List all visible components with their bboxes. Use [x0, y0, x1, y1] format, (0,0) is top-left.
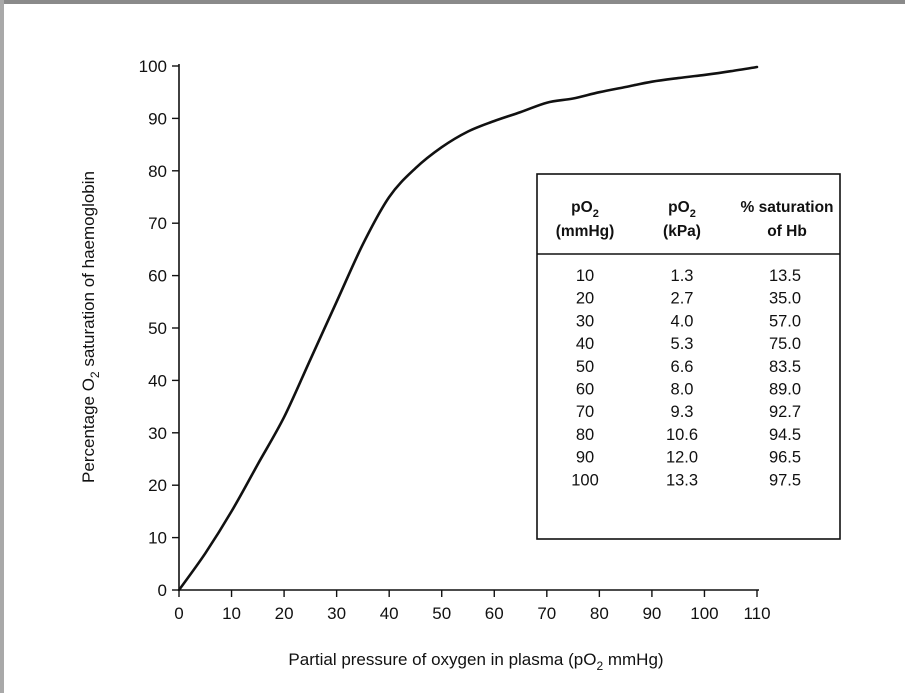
table-cell: 75.0 [769, 335, 801, 353]
table-cell: 57.0 [769, 312, 801, 330]
table-header: % saturation [740, 199, 833, 216]
y-tick-label: 40 [148, 371, 167, 390]
y-tick-label: 30 [148, 424, 167, 443]
table-cell: 20 [576, 290, 594, 308]
x-tick-label: 10 [222, 604, 241, 623]
y-tick-label: 0 [158, 581, 167, 600]
table-header-unit: (kPa) [663, 223, 701, 240]
x-tick-label: 50 [432, 604, 451, 623]
table-cell: 90 [576, 449, 594, 467]
x-tick-label: 20 [275, 604, 294, 623]
table-cell: 60 [576, 381, 594, 399]
table-cell: 10 [576, 267, 594, 285]
table-border [536, 173, 841, 540]
table-cell: 92.7 [769, 403, 801, 421]
y-tick-label: 80 [148, 162, 167, 181]
table-cell: 80 [576, 426, 594, 444]
x-tick-label: 80 [590, 604, 609, 623]
axes [178, 64, 759, 591]
inset-data-table: pO2 (mmHg) pO2 (kPa) % saturation of Hb 10 1.3 1… [536, 173, 841, 540]
table-cell: 97.5 [769, 471, 801, 489]
y-tick-label: 100 [139, 57, 167, 76]
y-tick-label: 50 [148, 319, 167, 338]
x-tick-label: 60 [485, 604, 504, 623]
table-header-unit: of Hb [767, 223, 807, 240]
table-cell: 96.5 [769, 449, 801, 467]
table-cell: 5.3 [671, 335, 694, 353]
table-cell: 30 [576, 312, 594, 330]
ticks: 0 10 20 30 40 50 60 70 80 90 100 110 0 10 20 30 40 50 60 70… [139, 57, 771, 623]
x-tick-label: 30 [327, 604, 346, 623]
y-tick-label: 90 [148, 109, 167, 128]
table-header: pO2 [668, 199, 696, 220]
table-cell: 6.6 [671, 358, 694, 376]
saturation-curve [177, 65, 759, 592]
table-header: pO2 [571, 199, 599, 220]
scan-border-left [0, 0, 4, 693]
table-cell: 9.3 [671, 403, 694, 421]
table-cell: 89.0 [769, 381, 801, 399]
y-tick-label: 20 [148, 476, 167, 495]
x-tick-label: 70 [537, 604, 556, 623]
table-cell: 50 [576, 358, 594, 376]
table-cell: 83.5 [769, 358, 801, 376]
x-tick-label: 90 [642, 604, 661, 623]
table-cell: 12.0 [666, 449, 698, 467]
x-tick-label: 0 [174, 604, 183, 623]
table-cell: 2.7 [671, 290, 694, 308]
table-cell: 35.0 [769, 290, 801, 308]
y-axis-title: Percentage O2 saturation of haemoglobin [79, 171, 102, 483]
x-tick-label: 40 [380, 604, 399, 623]
y-tick-label: 10 [148, 529, 167, 548]
table-cell: 13.3 [666, 471, 698, 489]
y-tick-label: 70 [148, 214, 167, 233]
table-cell: 40 [576, 335, 594, 353]
x-axis-title: Partial pressure of oxygen in plasma (pO… [288, 650, 663, 673]
table-cell: 13.5 [769, 267, 801, 285]
table-cell: 4.0 [671, 312, 694, 330]
table-cell: 70 [576, 403, 594, 421]
table-cell: 100 [571, 471, 599, 489]
y-tick-label: 60 [148, 267, 167, 286]
scan-border-top [0, 0, 905, 4]
table-cell: 8.0 [671, 381, 694, 399]
x-tick-label: 110 [743, 604, 770, 623]
table-header-unit: (mmHg) [556, 223, 615, 240]
x-tick-label: 100 [690, 604, 718, 623]
table-cell: 10.6 [666, 426, 698, 444]
table-cell: 94.5 [769, 426, 801, 444]
table-cell: 1.3 [671, 267, 694, 285]
